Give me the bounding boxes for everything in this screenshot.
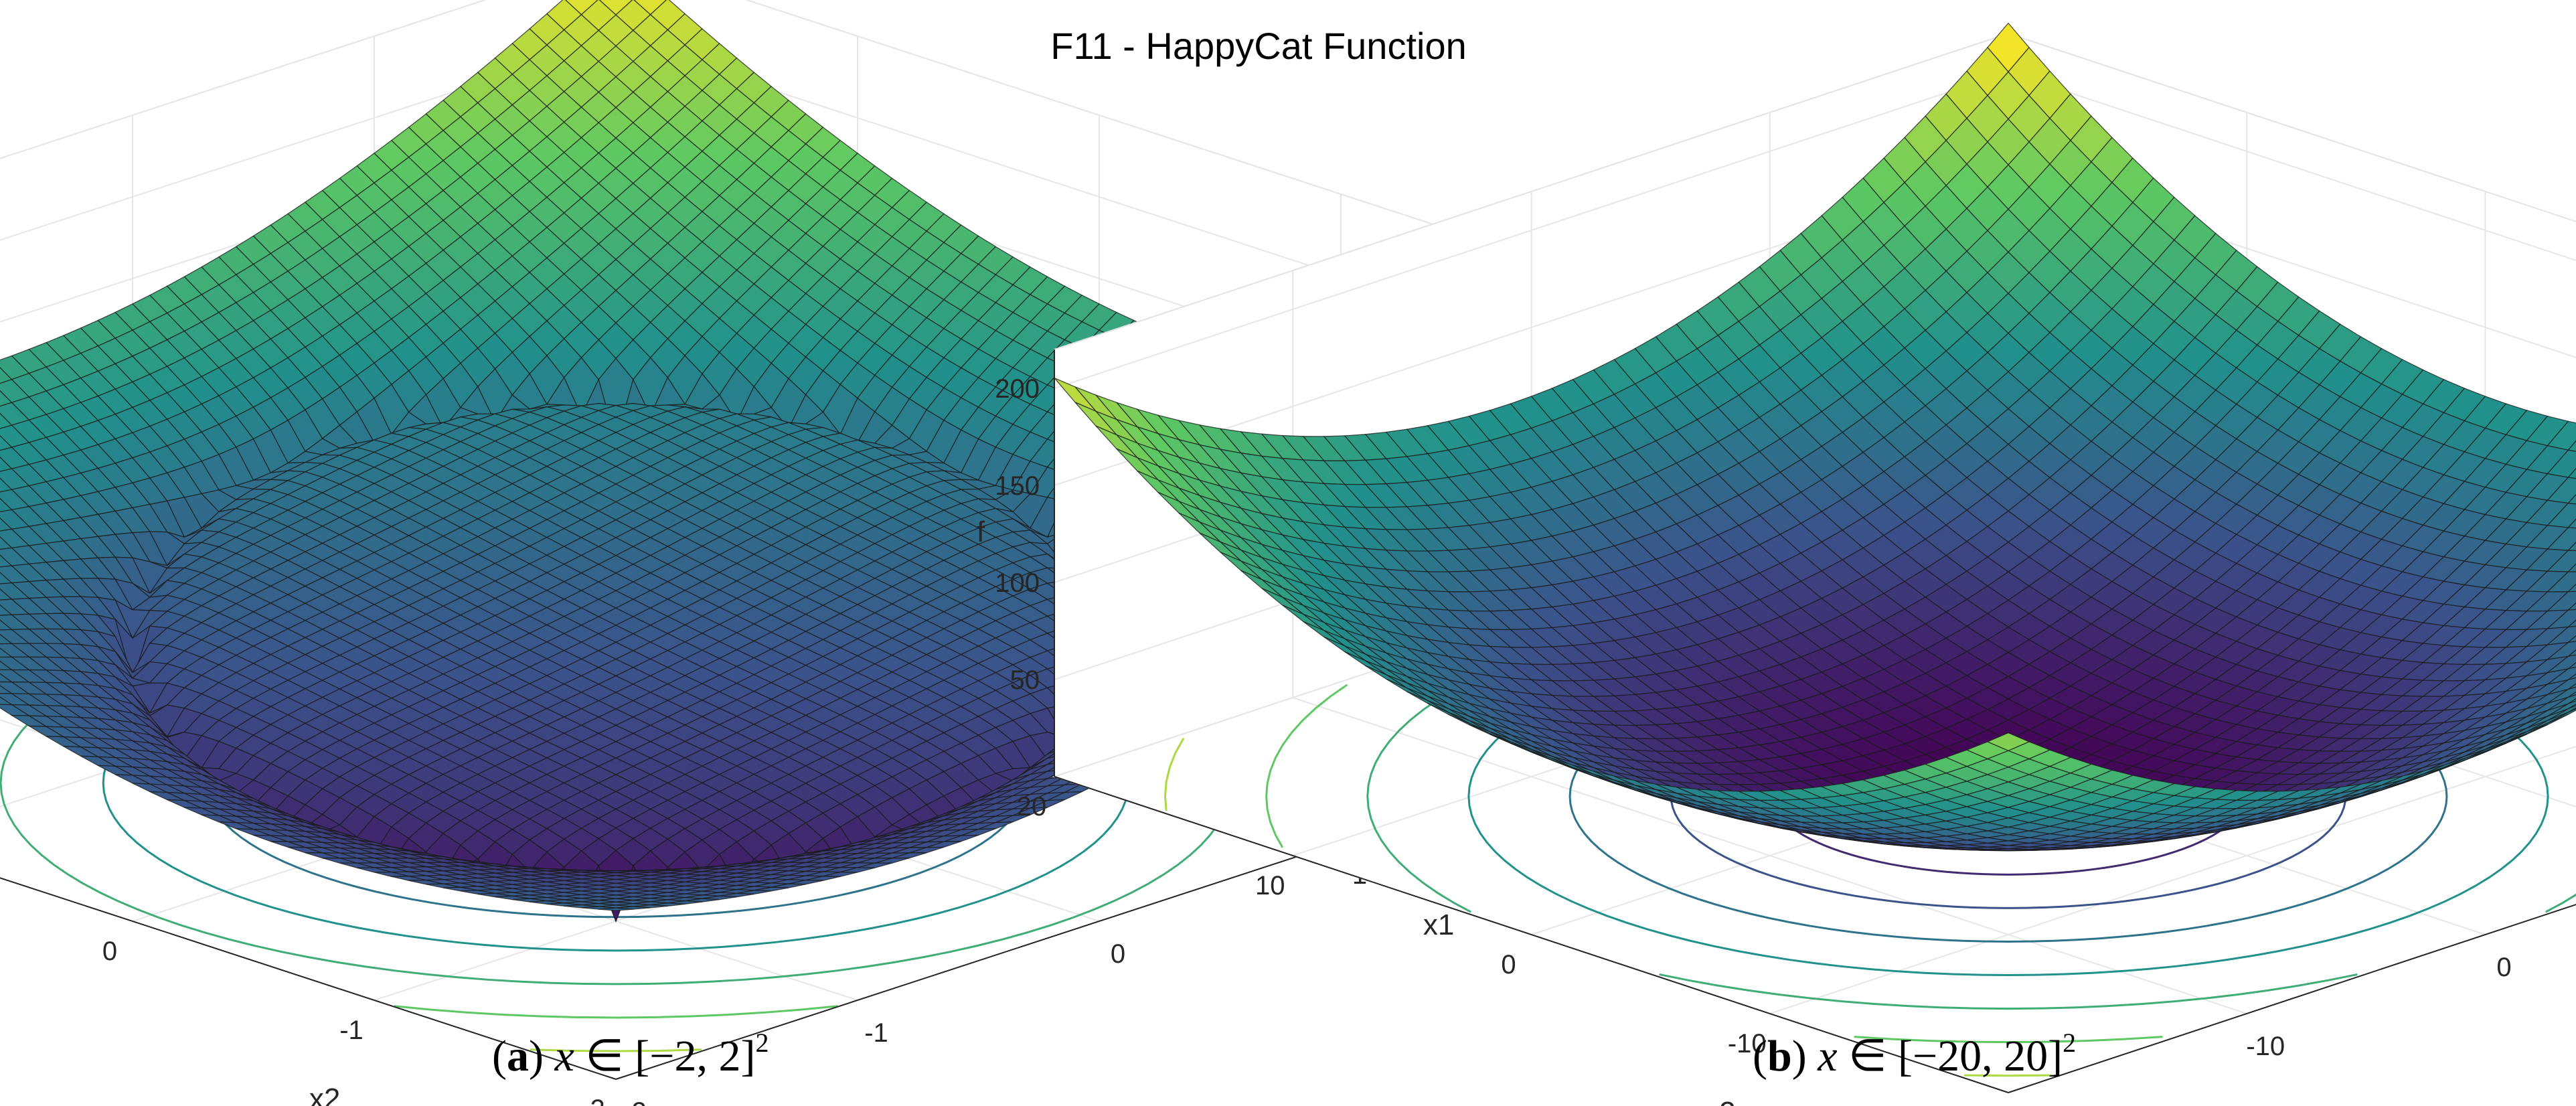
x2-tick-label: 0 (102, 937, 117, 966)
figure-title: F11 - HappyCat Function (1050, 25, 1466, 67)
x1-axis-label: x1 (1423, 908, 1454, 941)
contour-line (394, 1005, 838, 1019)
x1-tick-label: 0 (1111, 939, 1125, 969)
x2-tick-label: -1 (339, 1016, 364, 1045)
x2-tick-label: -2 (581, 1095, 605, 1106)
x1-tick-label: -2 (623, 1097, 647, 1106)
contour-line (530, 1048, 702, 1052)
surface-patch (598, 907, 633, 911)
x1-tick-label: -1 (864, 1018, 888, 1048)
grid-z-line (0, 0, 1583, 274)
x2-axis-label: x2 (309, 1083, 340, 1106)
x2-axis-line (0, 877, 617, 1080)
